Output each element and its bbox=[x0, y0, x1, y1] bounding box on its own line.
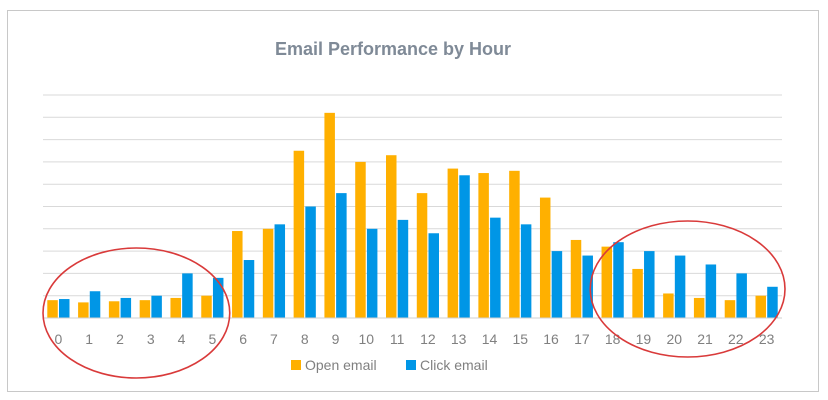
x-tick-label: 2 bbox=[116, 331, 124, 347]
bar-click-5 bbox=[212, 277, 224, 318]
x-tick-label: 8 bbox=[301, 331, 309, 347]
x-tick-label: 7 bbox=[270, 331, 278, 347]
chart-frame: Email Performance by Hour 0 1 2 3 4 5 6 7 8 9 10 11… bbox=[7, 10, 819, 392]
bar-open-16 bbox=[539, 197, 551, 318]
bar-open-15 bbox=[509, 170, 520, 318]
legend-swatch bbox=[291, 360, 301, 370]
bar-click-8 bbox=[305, 206, 316, 318]
bar-open-6 bbox=[232, 231, 243, 318]
bar-click-16 bbox=[551, 251, 563, 318]
legend-label: Open email bbox=[305, 357, 377, 373]
bars bbox=[47, 112, 778, 318]
chart-title: Email Performance by Hour bbox=[275, 39, 511, 59]
x-tick-label: 10 bbox=[359, 331, 375, 347]
bar-click-2 bbox=[120, 297, 132, 318]
x-tick-label: 21 bbox=[697, 331, 713, 347]
bar-click-6 bbox=[243, 260, 255, 318]
bar-open-17 bbox=[570, 239, 582, 318]
bar-open-14 bbox=[478, 173, 489, 318]
x-tick-label: 6 bbox=[239, 331, 247, 347]
bar-open-3 bbox=[139, 300, 151, 318]
bar-open-20 bbox=[663, 293, 674, 318]
bar-open-12 bbox=[416, 193, 428, 318]
x-tick-label: 22 bbox=[728, 331, 744, 347]
x-tick-label: 14 bbox=[482, 331, 498, 347]
x-tick-label: 20 bbox=[666, 331, 682, 347]
bar-open-5 bbox=[201, 295, 212, 318]
bar-open-11 bbox=[386, 155, 397, 318]
x-tick-label: 9 bbox=[332, 331, 340, 347]
bar-open-0 bbox=[47, 300, 58, 318]
bar-click-21 bbox=[705, 264, 717, 318]
bar-click-1 bbox=[89, 291, 101, 318]
x-tick-label: 12 bbox=[420, 331, 436, 347]
bar-click-0 bbox=[58, 299, 70, 318]
x-tick-label: 16 bbox=[543, 331, 559, 347]
bar-click-15 bbox=[520, 224, 532, 318]
x-tick-label: 23 bbox=[759, 331, 775, 347]
x-tick-label: 4 bbox=[178, 331, 186, 347]
bar-open-9 bbox=[324, 112, 335, 318]
bar-click-20 bbox=[674, 255, 686, 318]
bar-open-22 bbox=[724, 300, 736, 318]
x-tick-label: 5 bbox=[208, 331, 216, 347]
x-tick-label: 13 bbox=[451, 331, 467, 347]
x-tick-label: 11 bbox=[390, 331, 405, 347]
bar-click-13 bbox=[459, 175, 470, 318]
bar-open-19 bbox=[632, 268, 643, 318]
bar-open-21 bbox=[693, 297, 705, 318]
x-tick-label: 15 bbox=[512, 331, 528, 347]
bar-click-3 bbox=[151, 295, 162, 318]
x-tick-label: 0 bbox=[54, 331, 62, 347]
bar-click-11 bbox=[397, 219, 409, 318]
bar-open-13 bbox=[447, 168, 459, 318]
x-tick-labels: 0 1 2 3 4 5 6 7 8 9 10 11 12 13 14 15 16 17 18 19 20 21 22 23 bbox=[54, 331, 774, 347]
highlight-ellipse bbox=[589, 220, 786, 358]
bar-click-18 bbox=[613, 242, 624, 318]
bar-click-22 bbox=[736, 273, 747, 318]
x-tick-label: 1 bbox=[85, 331, 93, 347]
legend: Open email Click email bbox=[291, 357, 488, 373]
legend-swatch bbox=[406, 360, 416, 370]
bar-click-4 bbox=[182, 273, 193, 318]
bar-click-7 bbox=[274, 224, 286, 318]
legend-label: Click email bbox=[420, 357, 488, 373]
bar-open-18 bbox=[601, 246, 613, 318]
x-tick-label: 17 bbox=[574, 331, 590, 347]
bar-click-14 bbox=[490, 217, 501, 318]
bar-open-8 bbox=[293, 150, 305, 318]
gridlines bbox=[43, 94, 782, 297]
email-performance-chart: Email Performance by Hour 0 1 2 3 4 5 6 7 8 9 10 11… bbox=[42, 39, 786, 379]
bar-click-17 bbox=[582, 255, 593, 318]
bar-open-1 bbox=[78, 302, 89, 318]
bar-click-9 bbox=[336, 193, 347, 318]
bar-open-10 bbox=[355, 161, 366, 318]
bar-open-23 bbox=[755, 295, 767, 318]
bar-click-10 bbox=[366, 228, 378, 318]
x-tick-label: 3 bbox=[147, 331, 155, 347]
bar-open-4 bbox=[170, 297, 181, 318]
annotations bbox=[42, 220, 786, 379]
bar-click-12 bbox=[428, 233, 439, 318]
bar-open-2 bbox=[108, 301, 120, 318]
bar-open-7 bbox=[262, 228, 274, 318]
highlight-ellipse bbox=[42, 247, 231, 379]
bar-click-19 bbox=[644, 251, 655, 318]
x-tick-label: 19 bbox=[636, 331, 652, 347]
bar-click-23 bbox=[767, 286, 778, 318]
